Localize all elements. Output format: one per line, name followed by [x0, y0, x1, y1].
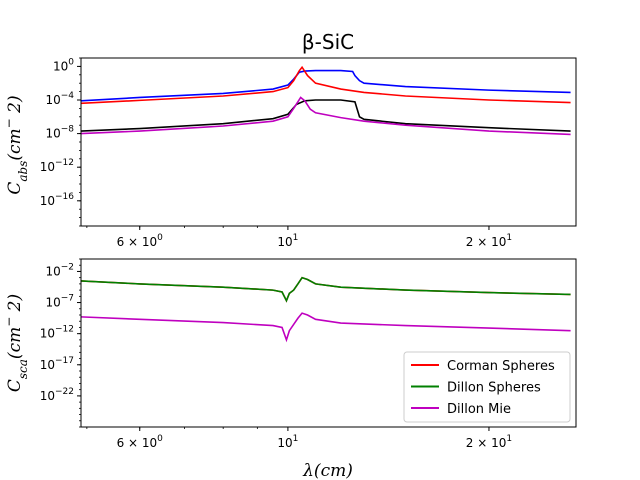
series-line-corman-spheres [81, 276, 571, 303]
legend-label: Dillon Spheres [447, 381, 541, 396]
x-tick-label: 2 × 101 [466, 233, 512, 249]
top-panel: 100 10−4 10−8 10−12 10−16 6 × 100 101 2 × 101 [40, 57, 577, 249]
x-axis-label: λ(cm) [302, 461, 353, 480]
top-y-axis-label: Cabs(cm− 2) [2, 95, 30, 194]
legend-box [403, 351, 571, 423]
series-line-3 [81, 96, 571, 136]
y-tick-label: 10−8 [45, 125, 74, 141]
legend-label: Dillon Mie [447, 402, 511, 417]
x-tick-label: 101 [277, 233, 298, 249]
y-tick-label: 10−16 [40, 192, 75, 208]
series-line-2 [81, 99, 571, 132]
legend: Corman Spheres Dillon Spheres Dillon Mie [403, 351, 571, 423]
y-tick-label: 10−7 [45, 294, 74, 310]
series-line-0 [81, 69, 571, 102]
x-tick-label: 101 [277, 434, 298, 450]
legend-label: Corman Spheres [447, 359, 555, 374]
x-tick-label: 2 × 101 [466, 434, 512, 450]
bottom-y-axis-label: Csca(cm− 2) [2, 294, 30, 392]
chart-title: β-SiC [302, 30, 354, 54]
series-line-dillon-spheres [81, 276, 571, 303]
bottom-panel: 10−2 10−7 10−12 10−17 10−22 6 × 100 101 2 × 101 [40, 258, 577, 450]
y-tick-label: 10−12 [40, 325, 74, 341]
y-tick-label: 10−4 [45, 91, 74, 107]
series-line-1 [81, 65, 571, 105]
y-tick-label: 10−2 [45, 262, 74, 278]
series-line-dillon-mie [81, 312, 571, 343]
axes-frame [80, 57, 577, 227]
y-tick-label: 10−22 [40, 387, 74, 403]
y-tick-label: 10−17 [40, 356, 74, 372]
axes-frame [80, 258, 577, 428]
y-tick-label: 10−12 [40, 158, 74, 174]
y-tick-label: 100 [53, 57, 74, 73]
x-tick-label: 6 × 100 [117, 434, 164, 450]
x-tick-label: 6 × 100 [117, 233, 164, 249]
